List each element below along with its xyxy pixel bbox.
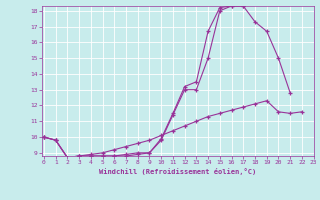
X-axis label: Windchill (Refroidissement éolien,°C): Windchill (Refroidissement éolien,°C) bbox=[99, 168, 256, 175]
